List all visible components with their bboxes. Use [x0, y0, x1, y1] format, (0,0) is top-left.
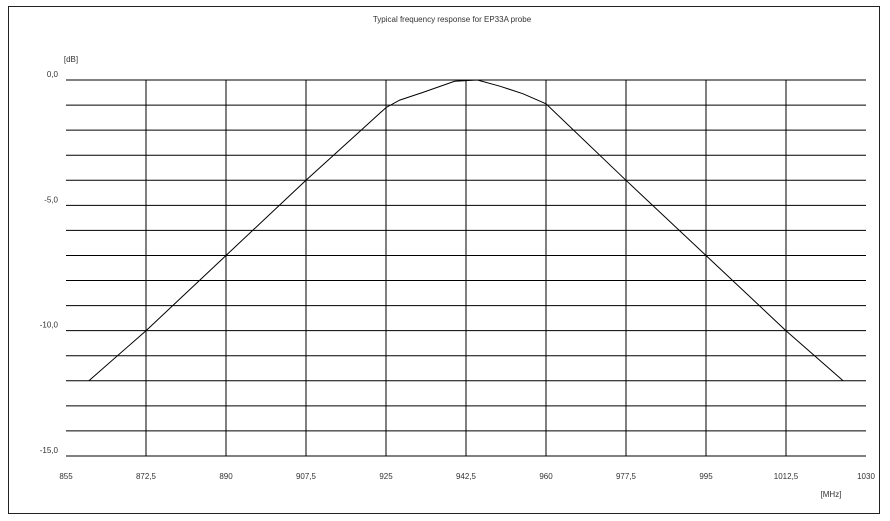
x-axis-label: [MHz] [821, 490, 842, 499]
x-tick-label: 1012,5 [774, 472, 799, 481]
y-tick-label: -5,0 [44, 195, 58, 204]
x-tick-label: 995 [699, 472, 713, 481]
response-curve [88, 79, 844, 382]
x-tick-label: 855 [59, 472, 73, 481]
x-tick-label: 872,5 [136, 472, 157, 481]
y-axis-label: [dB] [64, 55, 78, 64]
x-tick-label: 960 [539, 472, 553, 481]
y-tick-label: -10,0 [40, 321, 59, 330]
x-tick-label: 907,5 [296, 472, 317, 481]
x-tick-label: 890 [219, 472, 233, 481]
chart-title: Typical frequency response for EP33A pro… [373, 15, 532, 24]
chart-frame [8, 6, 880, 514]
x-tick-label: 925 [379, 472, 393, 481]
x-tick-label: 977,5 [616, 472, 637, 481]
y-tick-label: 0,0 [47, 70, 59, 79]
y-tick-label: -15,0 [40, 446, 59, 455]
x-tick-label: 1030 [857, 472, 875, 481]
x-tick-label: 942,5 [456, 472, 477, 481]
